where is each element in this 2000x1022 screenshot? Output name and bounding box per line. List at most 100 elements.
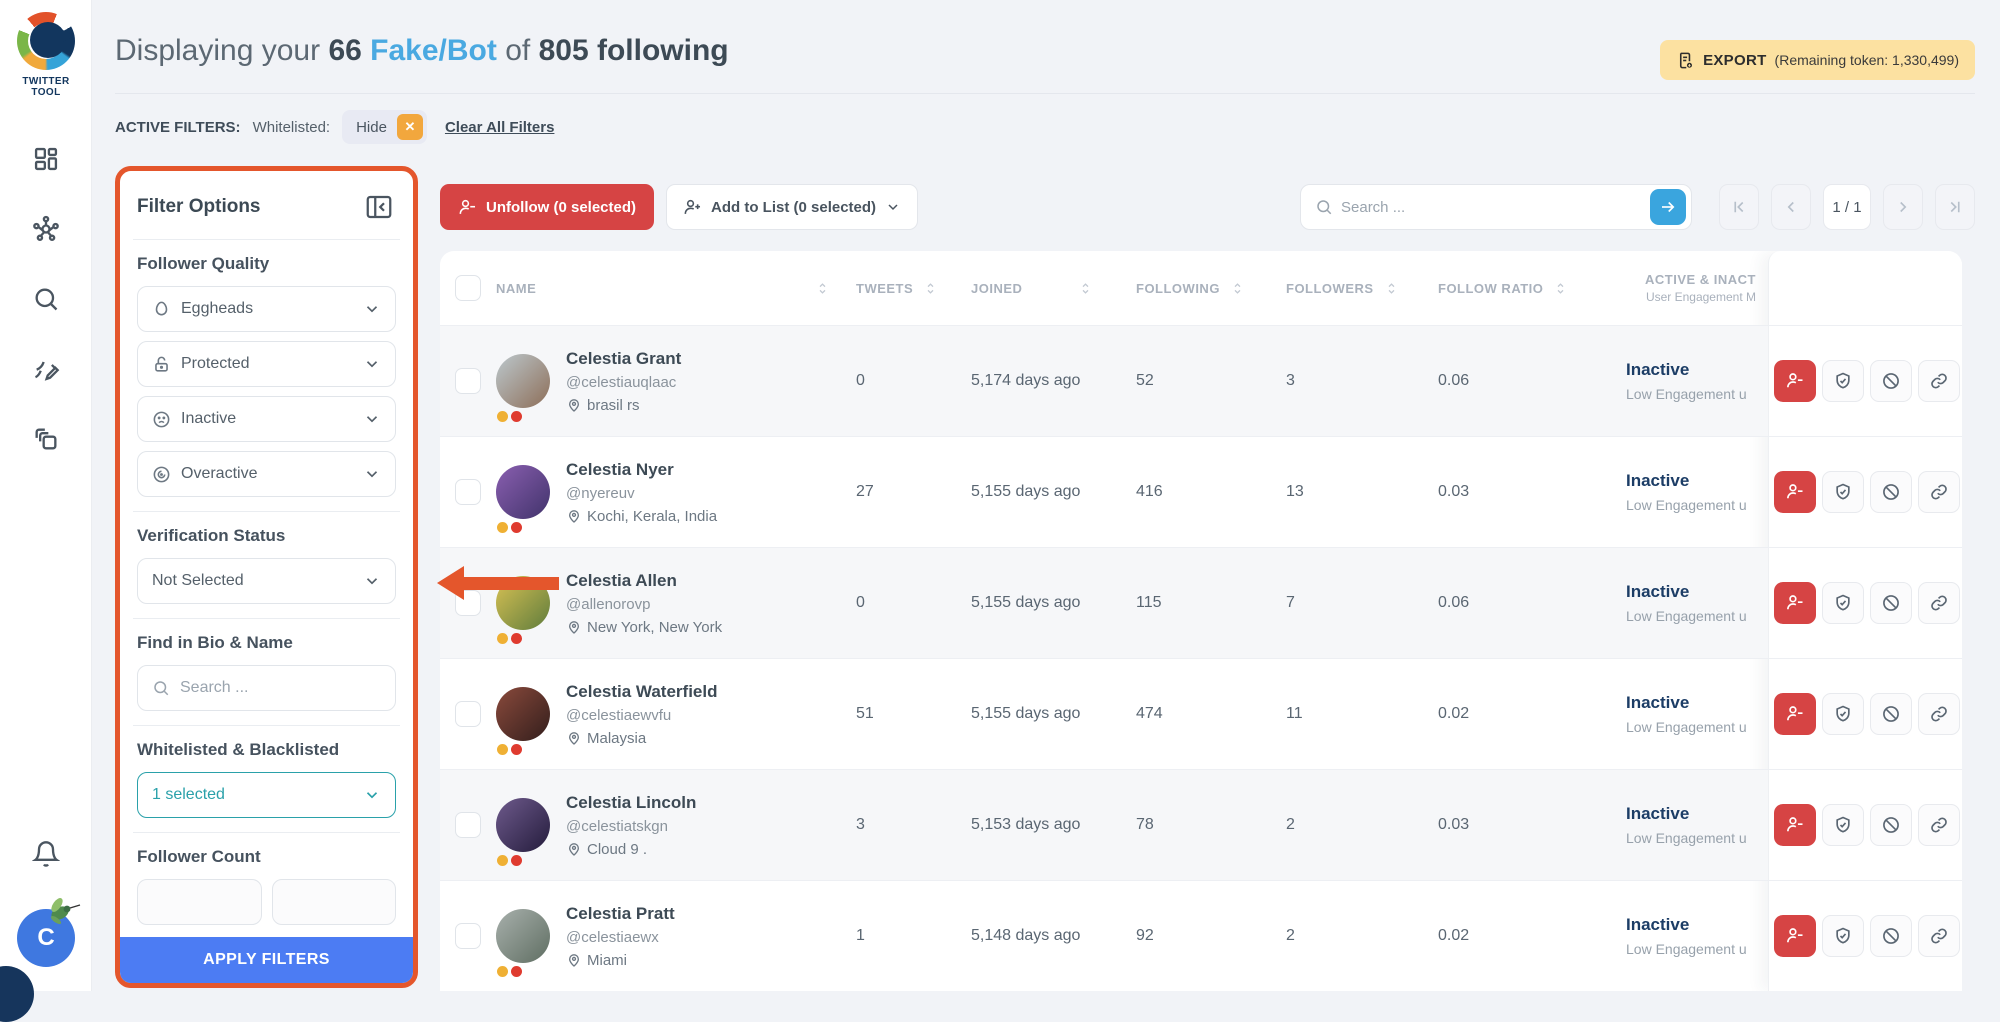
user-name[interactable]: Celestia Waterfield — [566, 681, 718, 701]
user-name[interactable]: Celestia Lincoln — [566, 792, 697, 812]
user-name[interactable]: Celestia Nyer — [566, 459, 674, 479]
last-page-button[interactable] — [1935, 184, 1975, 230]
inactive-value: Inactive — [181, 410, 237, 427]
sort-icon[interactable] — [815, 281, 830, 296]
remove-filter-button[interactable]: ✕ — [396, 114, 423, 140]
block-button[interactable] — [1870, 804, 1912, 846]
profile-link-button[interactable] — [1918, 915, 1960, 957]
add-to-list-button[interactable]: Add to List (0 selected) — [666, 184, 919, 230]
inactive-dropdown[interactable]: Inactive — [137, 396, 396, 442]
row-checkbox[interactable] — [455, 368, 481, 394]
row-checkbox[interactable] — [455, 479, 481, 505]
select-all-checkbox[interactable] — [455, 275, 481, 301]
network-icon[interactable] — [32, 215, 60, 243]
block-button[interactable] — [1870, 582, 1912, 624]
following-value: 115 — [1136, 594, 1162, 611]
user-name[interactable]: Celestia Grant — [566, 348, 682, 368]
eggheads-value: Eggheads — [181, 300, 254, 317]
whitelist-shield-button[interactable] — [1822, 582, 1864, 624]
first-page-button[interactable] — [1719, 184, 1759, 230]
following-value: 416 — [1136, 483, 1163, 500]
unfollow-selected-button[interactable]: Unfollow (0 selected) — [440, 184, 655, 230]
avatar[interactable] — [496, 354, 550, 408]
whitelist-shield-button[interactable] — [1822, 360, 1864, 402]
export-label: EXPORT — [1703, 51, 1767, 69]
quality-dots — [497, 522, 522, 533]
col-follow-ratio[interactable]: FOLLOW RATIO — [1438, 280, 1544, 296]
user-location: Miami — [587, 951, 627, 969]
compose-icon[interactable] — [32, 355, 60, 383]
avatar[interactable] — [496, 798, 550, 852]
whitelist-shield-button[interactable] — [1822, 804, 1864, 846]
notifications-bell-icon[interactable] — [32, 840, 60, 868]
divider — [133, 511, 400, 512]
block-button[interactable] — [1870, 360, 1912, 402]
sort-icon[interactable] — [1078, 281, 1093, 296]
export-button[interactable]: EXPORT (Remaining token: 1,330,499) — [1660, 40, 1975, 80]
follow-ratio-value: 0.02 — [1438, 705, 1470, 722]
whitelist-shield-button[interactable] — [1822, 471, 1864, 513]
dashboard-icon[interactable] — [32, 145, 60, 173]
whitelist-shield-button[interactable] — [1822, 915, 1864, 957]
collapse-panel-button[interactable] — [364, 191, 396, 223]
unfollow-user-button[interactable] — [1774, 915, 1816, 957]
profile-link-button[interactable] — [1918, 582, 1960, 624]
clear-all-filters-link[interactable]: Clear All Filters — [444, 118, 555, 136]
whitelist-dropdown[interactable]: 1 selected — [137, 772, 396, 818]
avatar[interactable] — [496, 465, 550, 519]
follower-count-min-input[interactable] — [137, 879, 262, 925]
copy-icon[interactable] — [32, 425, 60, 453]
row-checkbox[interactable] — [455, 923, 481, 949]
red-dot — [511, 966, 522, 977]
unfollow-user-button[interactable] — [1774, 582, 1816, 624]
protected-dropdown[interactable]: Protected — [137, 341, 396, 387]
avatar[interactable] — [496, 687, 550, 741]
unfollow-user-button[interactable] — [1774, 360, 1816, 402]
unfollow-user-button[interactable] — [1774, 693, 1816, 735]
user-avatar-badge[interactable]: C — [17, 909, 75, 967]
block-button[interactable] — [1870, 915, 1912, 957]
block-button[interactable] — [1870, 471, 1912, 513]
followers-value: 2 — [1286, 927, 1295, 944]
unfollow-user-button[interactable] — [1774, 804, 1816, 846]
bio-search-input[interactable] — [180, 679, 387, 697]
col-followers[interactable]: FOLLOWERS — [1286, 280, 1374, 296]
row-checkbox[interactable] — [455, 812, 481, 838]
sort-icon[interactable] — [1384, 281, 1399, 296]
verification-dropdown[interactable]: Not Selected — [137, 558, 396, 604]
col-tweets[interactable]: TWEETS — [856, 280, 914, 296]
avatar[interactable] — [496, 909, 550, 963]
profile-link-button[interactable] — [1918, 804, 1960, 846]
profile-link-button[interactable] — [1918, 360, 1960, 402]
unfollow-user-button[interactable] — [1774, 471, 1816, 513]
sort-icon[interactable] — [1230, 281, 1245, 296]
user-handle: @allenorovp — [566, 595, 651, 613]
user-name[interactable]: Celestia Allen — [566, 570, 677, 590]
app-logo[interactable]: TWITTER TOOL — [14, 12, 78, 98]
orange-dot — [497, 522, 508, 533]
profile-link-button[interactable] — [1918, 693, 1960, 735]
profile-link-button[interactable] — [1918, 471, 1960, 513]
row-checkbox[interactable] — [455, 701, 481, 727]
active-filter-name: Whitelisted: — [252, 118, 331, 136]
prev-page-button[interactable] — [1771, 184, 1811, 230]
apply-filters-button[interactable]: APPLY FILTERS — [120, 937, 413, 983]
follower-count-max-input[interactable] — [271, 879, 396, 925]
sort-icon[interactable] — [1553, 281, 1568, 296]
whitelist-shield-button[interactable] — [1822, 693, 1864, 735]
search-icon[interactable] — [32, 285, 60, 313]
sort-icon[interactable] — [923, 281, 938, 296]
eggheads-dropdown[interactable]: Eggheads — [137, 286, 396, 332]
user-name[interactable]: Celestia Pratt — [566, 903, 675, 923]
overactive-dropdown[interactable]: Overactive — [137, 451, 396, 497]
col-joined[interactable]: JOINED — [971, 280, 1023, 296]
col-following[interactable]: FOLLOWING — [1136, 280, 1220, 296]
next-page-button[interactable] — [1883, 184, 1923, 230]
col-name[interactable]: NAME — [496, 280, 537, 296]
following-value: 78 — [1136, 816, 1154, 833]
search-icon — [152, 679, 170, 697]
search-submit-button[interactable] — [1650, 189, 1686, 225]
following-value: 474 — [1136, 705, 1163, 722]
block-button[interactable] — [1870, 693, 1912, 735]
table-search-input[interactable] — [1341, 198, 1642, 216]
